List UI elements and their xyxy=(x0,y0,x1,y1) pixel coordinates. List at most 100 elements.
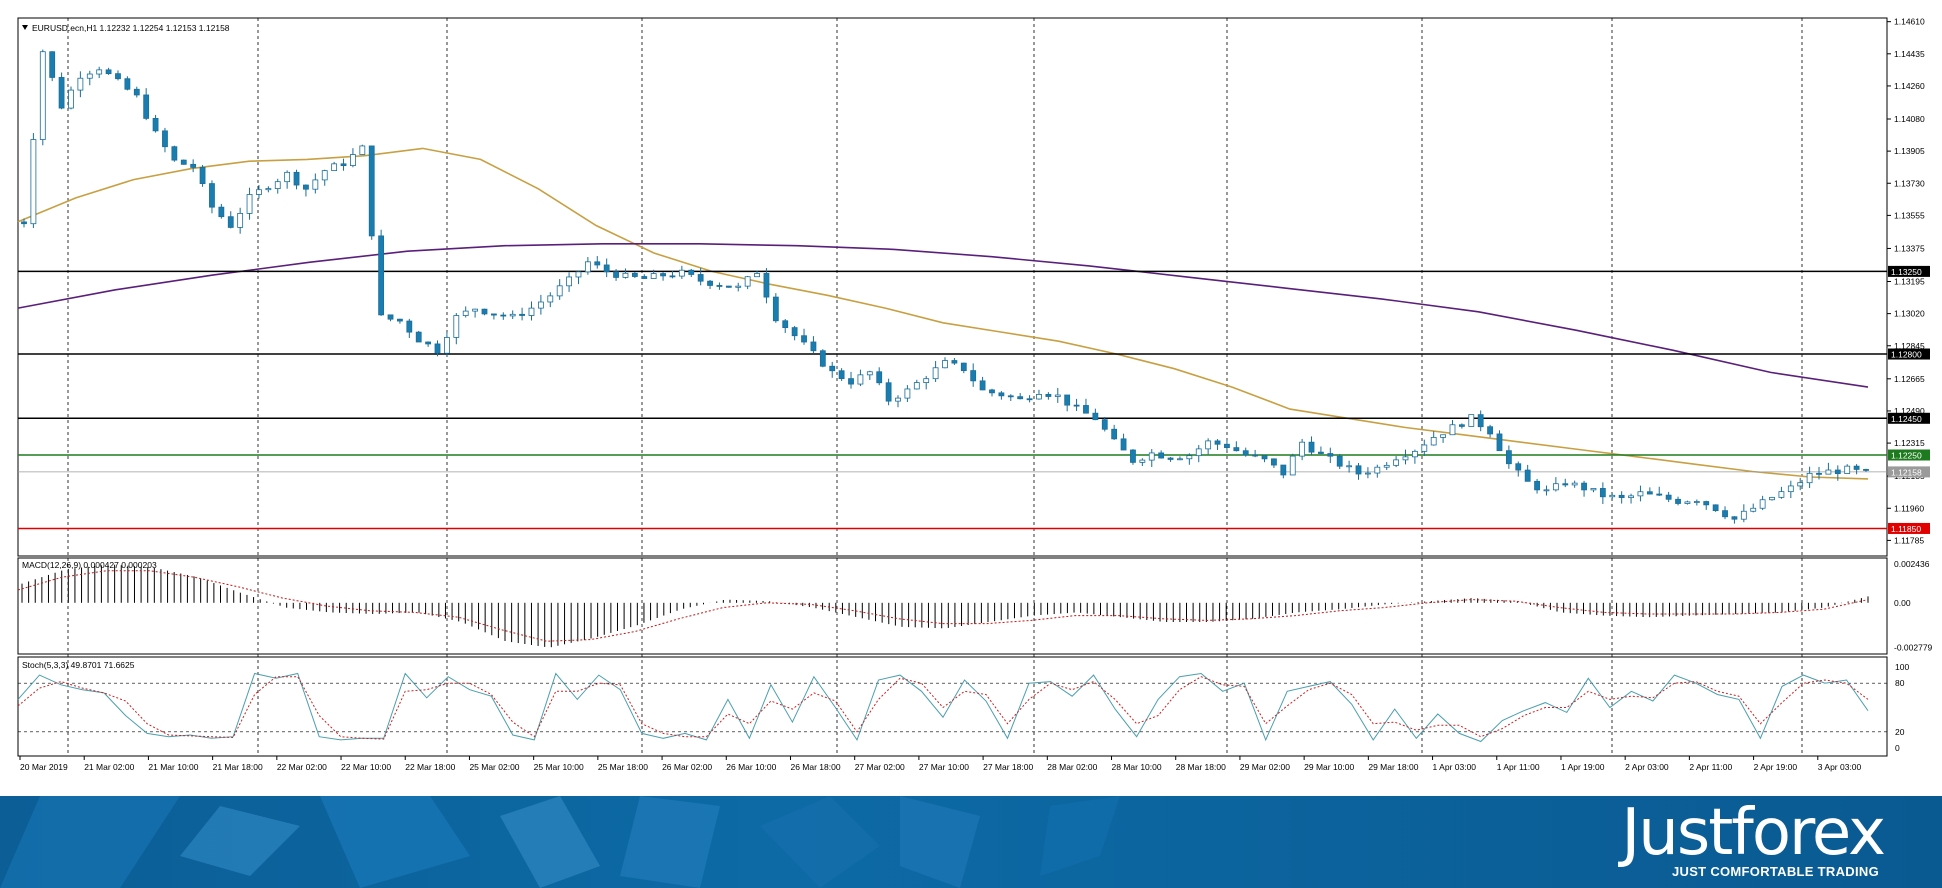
candle-body xyxy=(124,78,131,90)
candle-body xyxy=(1120,438,1127,451)
y-tick-label: 1.13375 xyxy=(1894,243,1925,253)
candle-body xyxy=(209,183,215,208)
candle-body xyxy=(237,213,244,228)
candle-body xyxy=(1797,482,1804,487)
candle-body xyxy=(932,367,939,380)
candle-body xyxy=(1355,465,1362,475)
x-tick-label: 3 Apr 03:00 xyxy=(1818,762,1862,772)
level-tag xyxy=(1888,412,1930,424)
candle-body xyxy=(1411,450,1418,458)
candle-body xyxy=(1731,516,1738,520)
candle-body xyxy=(1505,450,1512,465)
candle-body xyxy=(1073,404,1080,407)
candle-body xyxy=(1759,499,1766,509)
x-tick-label: 28 Mar 02:00 xyxy=(1047,762,1097,772)
candle-body xyxy=(838,370,845,380)
candle-body xyxy=(1834,469,1841,474)
candle-body xyxy=(293,171,300,186)
candle-body xyxy=(970,370,977,382)
candle-body xyxy=(1242,450,1249,456)
candle-body xyxy=(1261,455,1268,460)
candle-body xyxy=(77,77,84,91)
candle-body xyxy=(490,313,497,316)
y-tick-label: 1.12845 xyxy=(1894,341,1925,351)
candle-body xyxy=(509,313,516,317)
candle-body xyxy=(1440,434,1446,438)
level-tag xyxy=(1888,449,1930,461)
candle-body xyxy=(519,313,525,316)
chart-canvas: 1.14610 1.14435 1.14260 1.14080 1.13905 1.137… xyxy=(17,17,1933,772)
candle-body xyxy=(1139,459,1146,463)
candle-body xyxy=(1816,472,1822,475)
candle-body xyxy=(1590,488,1597,491)
candle-body xyxy=(1195,448,1202,457)
candle-body xyxy=(1158,452,1165,459)
candle-body xyxy=(829,365,836,372)
candle-body xyxy=(397,318,403,322)
x-tick-label: 1 Apr 03:00 xyxy=(1433,762,1477,772)
candle-body xyxy=(1543,489,1550,492)
candle-body xyxy=(566,276,572,287)
candle-body xyxy=(1064,394,1071,406)
x-tick-label: 22 Mar 18:00 xyxy=(405,762,455,772)
candle-body xyxy=(1130,449,1136,463)
candle-body xyxy=(1562,483,1569,486)
stoch-panel xyxy=(17,656,1888,757)
candle-body xyxy=(425,341,432,345)
candle-body xyxy=(1054,394,1061,397)
candle-body xyxy=(1449,424,1456,436)
candle-body xyxy=(885,382,892,402)
x-tick-label: 1 Apr 11:00 xyxy=(1497,762,1540,772)
candle-body xyxy=(537,301,544,309)
candle-body xyxy=(1430,437,1437,446)
candle-body xyxy=(1581,482,1587,491)
candle-body xyxy=(1365,472,1371,475)
macd-signal-line xyxy=(17,570,1869,642)
candle-body xyxy=(331,163,338,172)
candle-body xyxy=(1712,504,1719,512)
x-tick-label: 27 Mar 10:00 xyxy=(919,762,969,772)
candle-body xyxy=(697,274,704,282)
x-tick-label: 2 Apr 11:00 xyxy=(1689,762,1732,772)
candle-body xyxy=(1007,395,1014,398)
candle-body xyxy=(162,130,168,148)
candle-body xyxy=(801,335,807,343)
candle-body xyxy=(453,315,460,338)
candle-body xyxy=(500,314,507,317)
candle-body xyxy=(725,285,732,288)
candle-body xyxy=(613,271,619,278)
y-tick-label: 1.13020 xyxy=(1894,309,1925,319)
candle-body xyxy=(1769,496,1775,501)
candle-body xyxy=(819,350,826,367)
x-tick-label: 28 Mar 18:00 xyxy=(1176,762,1226,772)
y-tick-label: 1.14435 xyxy=(1894,49,1925,59)
candle-body xyxy=(1496,433,1503,452)
candle-body xyxy=(1224,443,1230,449)
candle-body xyxy=(1722,510,1728,518)
candle-body xyxy=(340,163,347,166)
candle-body xyxy=(1618,494,1625,498)
candle-body xyxy=(603,264,610,273)
x-tick-label: 25 Mar 02:00 xyxy=(469,762,519,772)
candle-body xyxy=(462,310,469,316)
candle-body xyxy=(1036,393,1042,400)
y-tick-label: 1.13905 xyxy=(1894,146,1925,156)
level-tag xyxy=(1888,522,1930,534)
candle-body xyxy=(1214,440,1221,445)
brand-logo: Justforex xyxy=(1621,796,1886,870)
candle-body xyxy=(49,51,56,78)
symbol-dropdown-icon xyxy=(22,25,28,30)
y-tick-label: 1.14260 xyxy=(1894,81,1925,91)
y-tick-label: 1.13555 xyxy=(1894,210,1925,220)
y-tick-label: 1.13195 xyxy=(1894,276,1925,286)
candle-body xyxy=(368,145,375,237)
candle-body xyxy=(1806,472,1813,484)
x-tick-label: 25 Mar 10:00 xyxy=(534,762,584,772)
x-tick-label: 1 Apr 19:00 xyxy=(1561,762,1605,772)
candle-body xyxy=(1552,483,1559,491)
candle-body xyxy=(1693,501,1700,503)
candle-body xyxy=(1665,494,1672,500)
candle-body xyxy=(1599,488,1606,498)
y-tick-label: 1.12665 xyxy=(1894,374,1925,384)
candle-body xyxy=(406,320,413,333)
